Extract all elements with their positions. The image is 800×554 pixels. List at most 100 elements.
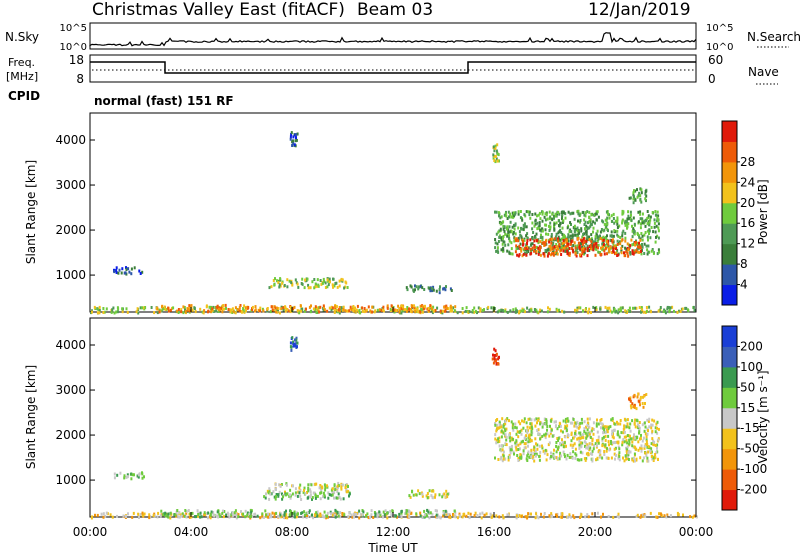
velocity-echo-cell [323, 510, 326, 514]
velocity-echo-cell [625, 446, 627, 450]
power-echo-cell [378, 308, 381, 312]
velocity-echo-cell [535, 512, 538, 516]
power-echo-cell [650, 226, 653, 229]
velocity-echo-cell [345, 488, 348, 492]
velocity-echo-cell [629, 429, 632, 433]
velocity-echo-cell [448, 515, 451, 519]
power-echo-cell [621, 244, 624, 248]
velocity-echo-cell [586, 421, 589, 425]
velocity-echo-cell [277, 494, 280, 498]
power-echo-cell [158, 308, 161, 312]
power-echo-cell [641, 219, 644, 223]
power-echo-cell [549, 221, 552, 225]
power-echo-cell [551, 237, 553, 241]
velocity-echo-cell [111, 515, 114, 519]
velocity-echo-cell [643, 429, 646, 433]
power-echo-cell [548, 210, 551, 214]
power-echo-cell [438, 291, 441, 295]
power-echo-cell [633, 249, 635, 253]
velocity-echo-cell [434, 493, 437, 497]
velocity-echo-cell [613, 447, 616, 451]
power-echo-cell [632, 243, 635, 246]
power-echo-cell [390, 304, 393, 308]
power-echo-cell [239, 304, 242, 307]
power-echo-cell [512, 308, 515, 312]
power-echo-cell [324, 281, 327, 285]
velocity-echo-cell [638, 430, 641, 434]
power-echo-cell [316, 310, 319, 314]
power-echo-cell [616, 226, 619, 229]
power-echo-cell [647, 214, 650, 218]
velocity-echo-cell [616, 432, 619, 436]
power-echo-cell [537, 225, 540, 229]
power-echo-cell [576, 233, 579, 237]
velocity-echo-cell [586, 417, 589, 421]
power-echo-cell [406, 306, 409, 309]
velocity-echo-cell [525, 434, 528, 438]
nave-tick-top: 60 [708, 53, 723, 67]
velocity-echo-cell [653, 419, 656, 423]
velocity-echo-cell [566, 417, 569, 421]
power-echo-cell [301, 282, 304, 286]
velocity-echo-cell [586, 446, 589, 450]
power-echo-cell [620, 249, 623, 253]
power-echo-cell [188, 304, 191, 308]
velocity-echo-cell [209, 512, 212, 516]
velocity-echo-cell [647, 450, 650, 454]
velocity-echo-cell [320, 491, 323, 495]
velocity-echo-cell [573, 516, 576, 520]
power-echo-cell [541, 219, 544, 223]
power-echo-cell [595, 245, 598, 249]
velocity-ytick-label: 4000 [55, 338, 86, 352]
velocity-echo-cell [409, 495, 412, 499]
power-echo-cell [513, 236, 516, 240]
velocity-echo-cell [654, 456, 657, 460]
velocity-echo-cell [313, 514, 316, 517]
velocity-echo-cell [299, 483, 302, 487]
velocity-echo-cell [500, 435, 503, 439]
velocity-echo-cell [596, 418, 598, 422]
power-echo-cell [321, 281, 324, 285]
power-echo-cell [266, 309, 269, 313]
velocity-echo-cell [398, 512, 401, 516]
velocity-echo-cell [384, 509, 387, 513]
velocity-echo-cell [311, 497, 313, 501]
power-echo-cell [586, 246, 589, 250]
velocity-echo-cell [567, 419, 570, 423]
power-echo-cell [410, 310, 413, 314]
velocity-echo-cell [295, 336, 298, 340]
power-echo-cell [231, 311, 234, 314]
velocity-echo-cell [601, 422, 604, 426]
velocity-echo-cell [498, 444, 501, 448]
velocity-echo-cell [339, 497, 342, 501]
power-echo-cell [601, 245, 604, 249]
velocity-echo-cell [191, 511, 194, 515]
power-echo-cell [158, 310, 161, 314]
power-echo-cell [525, 251, 528, 254]
velocity-echo-cell [279, 484, 282, 488]
power-echo-cell [518, 230, 521, 234]
velocity-echo-cell [617, 422, 620, 426]
velocity-echo-cell [292, 340, 295, 344]
power-echo-cell [533, 249, 535, 253]
velocity-echo-cell [502, 457, 505, 461]
power-echo-cell [522, 227, 525, 231]
power-echo-cell [647, 244, 650, 248]
velocity-echo-cell [578, 458, 581, 462]
velocity-echo-cell [595, 458, 597, 462]
power-echo-cell [561, 232, 564, 236]
velocity-echo-cell [184, 514, 186, 518]
power-echo-cell [123, 271, 126, 275]
velocity-echo-cell [374, 512, 377, 516]
power-echo-cell [590, 240, 593, 244]
freq-unit: [MHz] [6, 70, 38, 83]
velocity-echo-cell [148, 516, 151, 520]
velocity-echo-cell [643, 444, 646, 448]
power-echo-cell [334, 305, 337, 309]
power-echo-cell [588, 210, 591, 214]
power-echo-cell [605, 235, 607, 239]
power-echo-cell [346, 309, 349, 313]
power-echo-cell [203, 309, 206, 313]
velocity-echo-cell [441, 495, 444, 499]
power-echo-cell [412, 288, 415, 292]
